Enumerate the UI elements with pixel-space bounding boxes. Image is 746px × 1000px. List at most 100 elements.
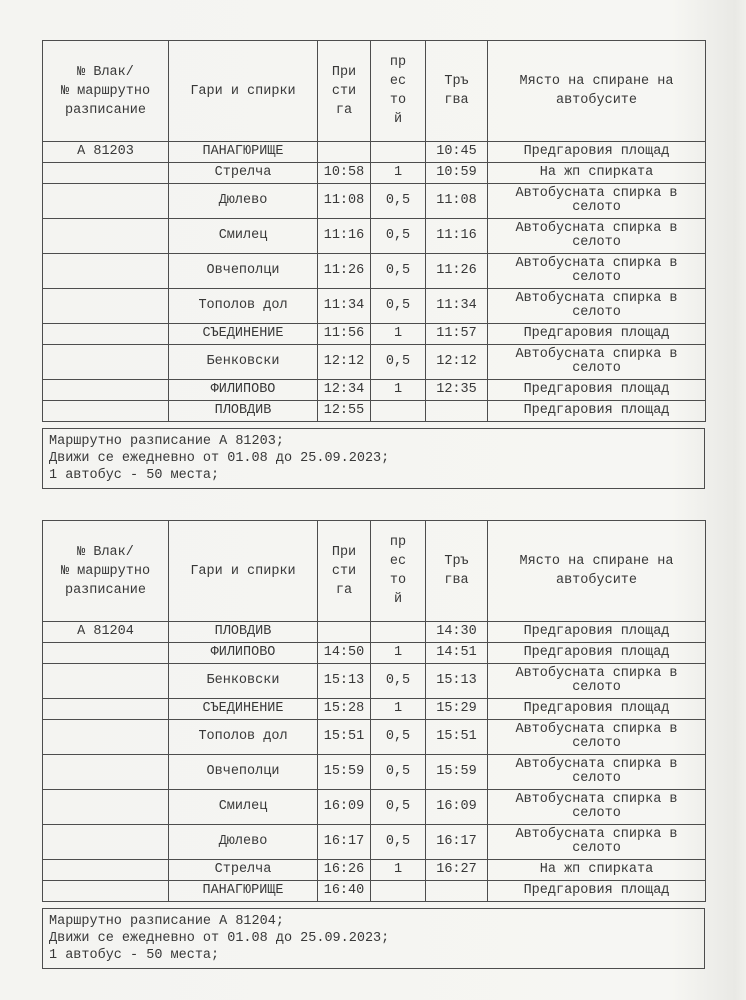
cell-station: Овчеполци — [168, 754, 318, 790]
cell-station: Тополов дол — [168, 719, 318, 755]
cell-station: Дюлево — [168, 824, 318, 860]
cell-arrive-time — [317, 621, 371, 643]
cell-depart-time: 16:17 — [425, 824, 488, 860]
table-row: Бенковски 12:12 0,5 12:12 Автобусната сп… — [42, 344, 706, 380]
table-row: Овчеполци 15:59 0,5 15:59 Автобусната сп… — [42, 754, 706, 790]
cell-dwell-minutes: 0,5 — [370, 253, 426, 289]
cell-dwell-minutes: 1 — [370, 859, 426, 881]
cell-depart-time: 15:51 — [425, 719, 488, 755]
table-row: Тополов дол 15:51 0,5 15:51 Автобусната … — [42, 719, 706, 755]
cell-route-number — [42, 162, 169, 184]
cell-stop-place: На жп спирката — [487, 859, 706, 881]
cell-depart-time: 14:51 — [425, 642, 488, 664]
table-row: СЪЕДИНЕНИЕ 15:28 1 15:29 Предгаровия пло… — [42, 698, 706, 720]
table-row: Смилец 11:16 0,5 11:16 Автобусната спирк… — [42, 218, 706, 254]
cell-station: Тополов дол — [168, 288, 318, 324]
note-line: Маршрутно разписание А 81203; — [49, 434, 284, 449]
cell-arrive-time: 14:50 — [317, 642, 371, 664]
cell-depart-time: 11:08 — [425, 183, 488, 219]
cell-arrive-time: 16:09 — [317, 789, 371, 825]
cell-dwell-minutes: 0,5 — [370, 663, 426, 699]
cell-depart-time: 15:59 — [425, 754, 488, 790]
cell-stop-place: Автобусната спирка в селото — [487, 253, 706, 289]
cell-dwell-minutes: 0,5 — [370, 344, 426, 380]
note-line: 1 автобус - 50 места; — [49, 468, 220, 483]
cell-route-number — [42, 288, 169, 324]
cell-arrive-time: 11:26 — [317, 253, 371, 289]
col-header-stations: Гари и спирки — [168, 520, 318, 622]
cell-station: Смилец — [168, 218, 318, 254]
cell-dwell-minutes: 0,5 — [370, 719, 426, 755]
cell-station: ПАНАГЮРИЩЕ — [168, 880, 318, 902]
cell-stop-place: Предгаровия площад — [487, 141, 706, 163]
cell-route-number — [42, 218, 169, 254]
cell-depart-time: 15:13 — [425, 663, 488, 699]
table-row: Бенковски 15:13 0,5 15:13 Автобусната сп… — [42, 663, 706, 699]
cell-route-number — [42, 789, 169, 825]
cell-stop-place: Автобусната спирка в селото — [487, 344, 706, 380]
table-row: Дюлево 11:08 0,5 11:08 Автобусната спирк… — [42, 183, 706, 219]
col-header-arrives: При сти га — [317, 40, 371, 142]
cell-arrive-time: 15:59 — [317, 754, 371, 790]
table-row: Стрелча 10:58 1 10:59 На жп спирката — [42, 162, 706, 184]
col-header-departs: Тръ гва — [425, 40, 488, 142]
cell-dwell-minutes: 1 — [370, 379, 426, 401]
table-row: Овчеполци 11:26 0,5 11:26 Автобусната сп… — [42, 253, 706, 289]
cell-stop-place: Предгаровия площад — [487, 323, 706, 345]
cell-arrive-time: 12:34 — [317, 379, 371, 401]
col-header-train-number: № Влак/ № маршрутно разписание — [42, 520, 169, 622]
cell-depart-time: 12:12 — [425, 344, 488, 380]
cell-arrive-time: 15:51 — [317, 719, 371, 755]
cell-stop-place: Автобусната спирка в селото — [487, 789, 706, 825]
cell-stop-place: Предгаровия площад — [487, 400, 706, 422]
cell-stop-place: Автобусната спирка в селото — [487, 183, 706, 219]
cell-stop-place: Предгаровия площад — [487, 379, 706, 401]
cell-route-number — [42, 183, 169, 219]
cell-station: Бенковски — [168, 663, 318, 699]
col-header-dwell: пр ес то й — [370, 40, 426, 142]
cell-station: Смилец — [168, 789, 318, 825]
cell-station: Овчеполци — [168, 253, 318, 289]
cell-arrive-time: 11:34 — [317, 288, 371, 324]
col-header-dwell: пр ес то й — [370, 520, 426, 622]
cell-dwell-minutes: 0,5 — [370, 183, 426, 219]
cell-dwell-minutes — [370, 400, 426, 422]
cell-dwell-minutes — [370, 621, 426, 643]
cell-station: ПЛОВДИВ — [168, 621, 318, 643]
cell-dwell-minutes: 1 — [370, 698, 426, 720]
cell-depart-time: 11:57 — [425, 323, 488, 345]
cell-depart-time: 11:34 — [425, 288, 488, 324]
cell-arrive-time: 11:16 — [317, 218, 371, 254]
cell-arrive-time: 15:28 — [317, 698, 371, 720]
cell-route-number: А 81203 — [42, 141, 169, 163]
col-header-departs: Тръ гва — [425, 520, 488, 622]
note-line: 1 автобус - 50 места; — [49, 948, 220, 963]
section-gap — [42, 489, 705, 520]
cell-route-number — [42, 642, 169, 664]
cell-arrive-time: 16:17 — [317, 824, 371, 860]
table-row: Стрелча 16:26 1 16:27 На жп спирката — [42, 859, 706, 881]
table-row: Дюлево 16:17 0,5 16:17 Автобусната спирк… — [42, 824, 706, 860]
cell-stop-place: Предгаровия площад — [487, 880, 706, 902]
cell-depart-time: 10:45 — [425, 141, 488, 163]
cell-arrive-time: 16:26 — [317, 859, 371, 881]
cell-stop-place: Автобусната спирка в селото — [487, 824, 706, 860]
table-row: А 81203 ПАНАГЮРИЩЕ 10:45 Предгаровия пло… — [42, 141, 706, 163]
cell-station: Дюлево — [168, 183, 318, 219]
cell-station: Бенковски — [168, 344, 318, 380]
cell-arrive-time: 16:40 — [317, 880, 371, 902]
timetable-header: № Влак/ № маршрутно разписание Гари и сп… — [42, 40, 706, 142]
cell-dwell-minutes: 0,5 — [370, 824, 426, 860]
cell-depart-time: 16:09 — [425, 789, 488, 825]
table-row: ФИЛИПОВО 14:50 1 14:51 Предгаровия площа… — [42, 642, 706, 664]
cell-arrive-time: 15:13 — [317, 663, 371, 699]
cell-dwell-minutes: 0,5 — [370, 754, 426, 790]
cell-route-number — [42, 719, 169, 755]
cell-route-number — [42, 824, 169, 860]
cell-dwell-minutes: 1 — [370, 162, 426, 184]
cell-arrive-time: 12:12 — [317, 344, 371, 380]
table-row: ПЛОВДИВ 12:55 Предгаровия площад — [42, 400, 706, 422]
cell-route-number — [42, 880, 169, 902]
cell-station: СЪЕДИНЕНИЕ — [168, 698, 318, 720]
cell-route-number — [42, 698, 169, 720]
